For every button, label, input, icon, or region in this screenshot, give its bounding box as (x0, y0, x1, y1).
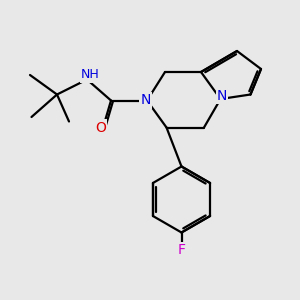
Text: F: F (178, 244, 185, 257)
Text: N: N (140, 94, 151, 107)
Text: O: O (95, 121, 106, 134)
Text: N: N (217, 89, 227, 103)
Text: NH: NH (81, 68, 99, 82)
